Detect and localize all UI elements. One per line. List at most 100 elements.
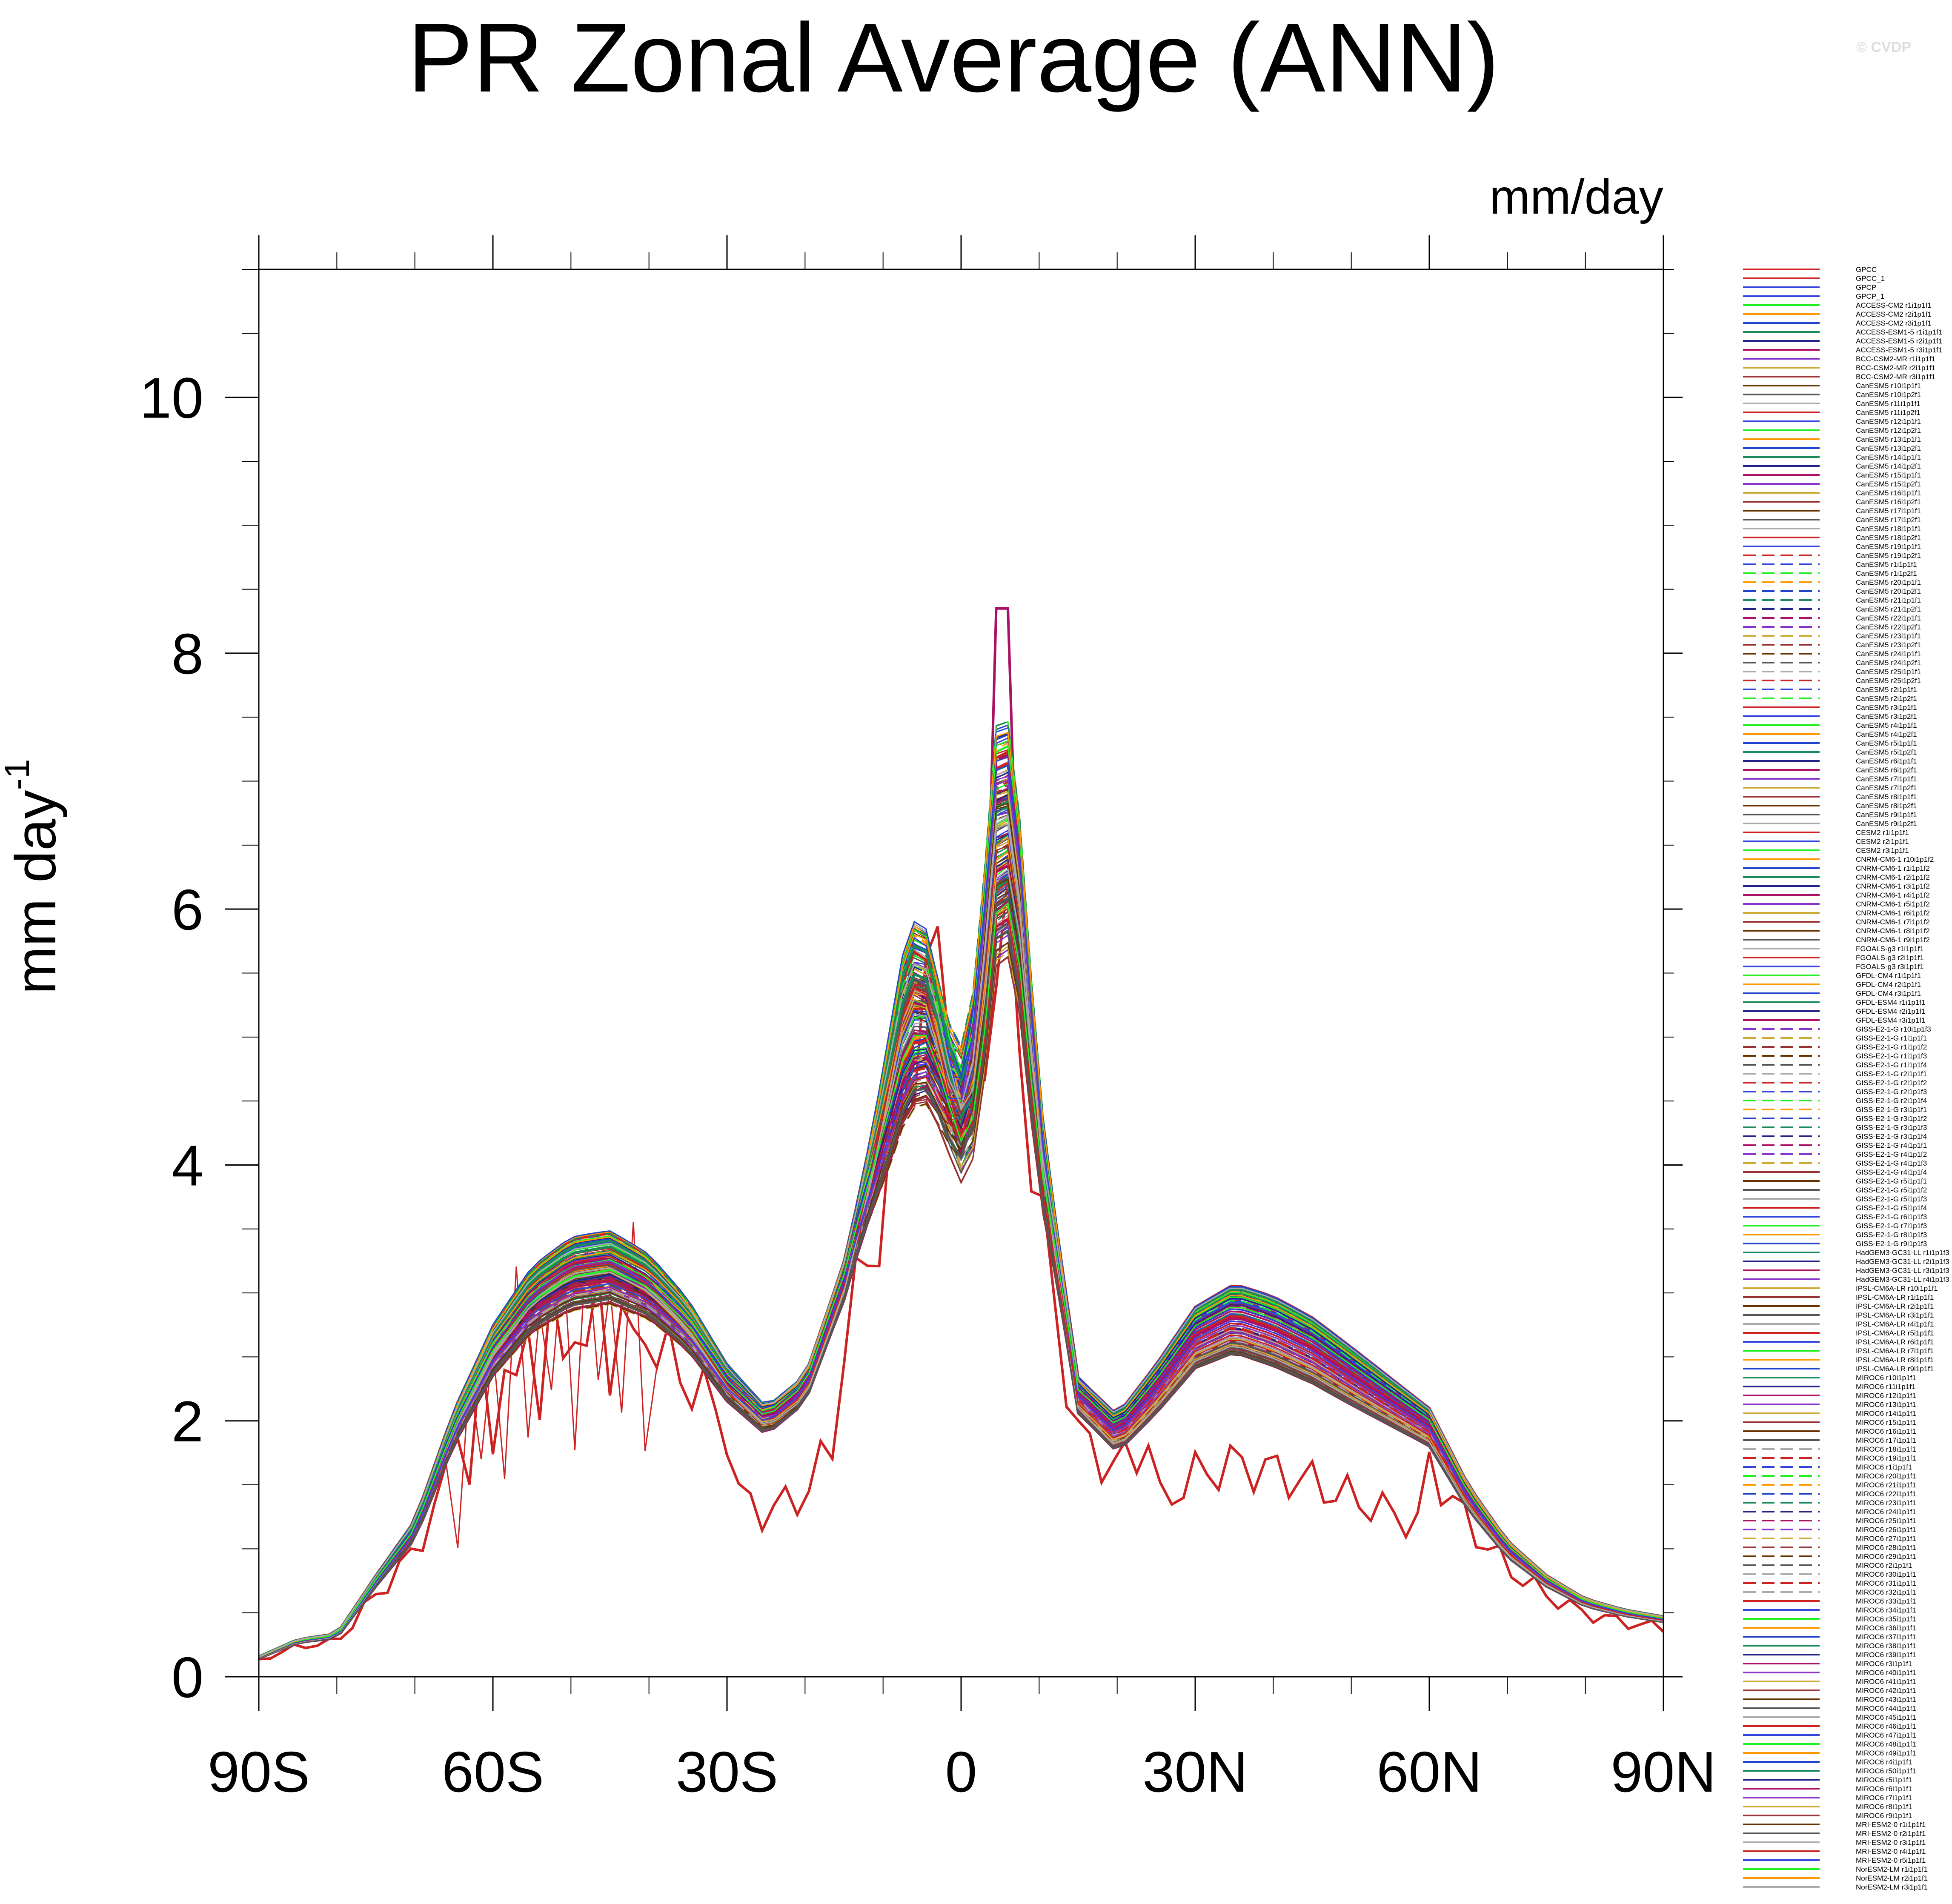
legend-label: MIROC6 r40i1p1f1 bbox=[1856, 1669, 1916, 1677]
legend-label: CanESM5 r24i1p1f1 bbox=[1856, 650, 1921, 658]
legend-label: MIROC6 r44i1p1f1 bbox=[1856, 1704, 1916, 1712]
legend-label: GISS-E2-1-G r7i1p1f3 bbox=[1856, 1222, 1927, 1230]
legend-label: GISS-E2-1-G r5i1p1f2 bbox=[1856, 1186, 1927, 1194]
legend-label: MIROC6 r27i1p1f1 bbox=[1856, 1535, 1916, 1543]
y-tick-label: 8 bbox=[172, 622, 203, 686]
series-line bbox=[258, 734, 1664, 1658]
series-line bbox=[258, 749, 1664, 1658]
legend-label: GISS-E2-1-G r4i1p1f4 bbox=[1856, 1168, 1927, 1176]
series-line bbox=[258, 769, 1664, 1658]
legend-label: GISS-E2-1-G r2i1p1f1 bbox=[1856, 1070, 1927, 1078]
legend-label: ACCESS-ESM1-5 r2i1p1f1 bbox=[1856, 337, 1942, 345]
units-label: mm/day bbox=[1489, 170, 1663, 224]
series-line bbox=[258, 799, 1664, 1658]
series-line bbox=[258, 914, 1664, 1658]
series-line bbox=[258, 898, 1664, 1658]
series-line bbox=[258, 795, 1664, 1658]
legend-label: CanESM5 r1i1p2f1 bbox=[1856, 569, 1917, 577]
series-line bbox=[258, 832, 1664, 1659]
legend-label: GFDL-CM4 r2i1p1f1 bbox=[1856, 981, 1921, 989]
series-line bbox=[258, 741, 1664, 1658]
legend-label: MIROC6 r16i1p1f1 bbox=[1856, 1427, 1916, 1435]
legend-label: CanESM5 r23i1p1f1 bbox=[1856, 632, 1921, 640]
series-line bbox=[258, 772, 1664, 1658]
legend-label: IPSL-CM6A-LR r6i1p1f1 bbox=[1856, 1338, 1934, 1346]
legend-label: CanESM5 r15i1p1f1 bbox=[1856, 471, 1921, 479]
series-line bbox=[258, 822, 1664, 1659]
series-line bbox=[258, 891, 1664, 1659]
series-line bbox=[258, 732, 1664, 1658]
series-line bbox=[258, 876, 1664, 1659]
series-line bbox=[258, 875, 1665, 1661]
legend-label: CanESM5 r19i1p1f1 bbox=[1856, 543, 1921, 551]
legend-label: GISS-E2-1-G r4i1p1f3 bbox=[1856, 1159, 1927, 1167]
y-tick-label: 6 bbox=[172, 878, 203, 942]
legend-label: CanESM5 r22i1p1f1 bbox=[1856, 614, 1921, 622]
series-line bbox=[258, 829, 1664, 1658]
legend-label: GISS-E2-1-G r3i1p1f1 bbox=[1856, 1106, 1927, 1114]
series-line bbox=[258, 721, 1664, 1658]
legend-label: CNRM-CM6-1 r10i1p1f2 bbox=[1856, 855, 1934, 863]
series-line bbox=[258, 863, 1664, 1659]
legend-label: NorESM2-LM r3i1p1f1 bbox=[1856, 1883, 1928, 1891]
series-line bbox=[258, 794, 1664, 1658]
legend-label: CNRM-CM6-1 r9i1p1f2 bbox=[1856, 936, 1930, 944]
legend-label: IPSL-CM6A-LR r10i1p1f1 bbox=[1856, 1284, 1938, 1292]
legend-label: MIROC6 r18i1p1f1 bbox=[1856, 1445, 1916, 1453]
legend-label: ACCESS-CM2 r3i1p1f1 bbox=[1856, 319, 1932, 327]
legend-label: IPSL-CM6A-LR r2i1p1f1 bbox=[1856, 1302, 1934, 1310]
legend-label: MIROC6 r47i1p1f1 bbox=[1856, 1731, 1916, 1739]
legend-label: MIROC6 r28i1p1f1 bbox=[1856, 1544, 1916, 1552]
series-line bbox=[258, 878, 1664, 1658]
legend-label: GISS-E2-1-G r4i1p1f1 bbox=[1856, 1141, 1927, 1149]
series-line bbox=[258, 873, 1664, 1658]
series-line bbox=[258, 865, 1664, 1658]
series-line bbox=[258, 894, 1664, 1658]
series-line bbox=[258, 854, 1664, 1658]
legend-label: GISS-E2-1-G r4i1p1f2 bbox=[1856, 1150, 1927, 1158]
series-line bbox=[258, 787, 1664, 1658]
series-line bbox=[258, 838, 1664, 1659]
legend-label: MIROC6 r15i1p1f1 bbox=[1856, 1418, 1916, 1427]
series-line bbox=[258, 783, 1664, 1659]
legend-label: CanESM5 r8i1p2f1 bbox=[1856, 802, 1917, 810]
legend-label: MRI-ESM2-0 r2i1p1f1 bbox=[1856, 1830, 1926, 1838]
series-line bbox=[258, 910, 1664, 1658]
legend-label: MIROC6 r6i1p1f1 bbox=[1856, 1785, 1912, 1793]
series-line bbox=[258, 841, 1664, 1659]
legend-label: GISS-E2-1-G r1i1p1f3 bbox=[1856, 1052, 1927, 1060]
series-lines bbox=[258, 607, 1665, 1661]
series-line bbox=[258, 761, 1664, 1658]
series-line bbox=[258, 756, 1664, 1658]
series-line bbox=[258, 754, 1664, 1658]
series-line bbox=[258, 805, 1664, 1659]
legend-label: CanESM5 r18i1p2f1 bbox=[1856, 534, 1921, 542]
series-line bbox=[258, 809, 1664, 1658]
series-line bbox=[258, 732, 1664, 1658]
series-line bbox=[258, 888, 1664, 1659]
series-line bbox=[258, 720, 1664, 1658]
legend-label: CanESM5 r2i1p1f1 bbox=[1856, 686, 1917, 694]
legend-label: IPSL-CM6A-LR r3i1p1f1 bbox=[1856, 1311, 1934, 1319]
legend-label: CanESM5 r5i1p1f1 bbox=[1856, 739, 1917, 747]
legend-label: HadGEM3-GC31-LL r1i1p1f3 bbox=[1856, 1249, 1949, 1257]
series-line bbox=[258, 895, 1664, 1659]
series-line bbox=[258, 851, 1664, 1658]
legend-label: ACCESS-CM2 r1i1p1f1 bbox=[1856, 301, 1932, 309]
legend-label: MIROC6 r29i1p1f1 bbox=[1856, 1552, 1916, 1561]
series-line bbox=[258, 846, 1664, 1658]
legend-label: MIROC6 r4i1p1f1 bbox=[1856, 1758, 1912, 1766]
series-line bbox=[258, 892, 1664, 1658]
series-line bbox=[258, 850, 1664, 1658]
legend-label: CanESM5 r16i1p1f1 bbox=[1856, 489, 1921, 497]
series-line bbox=[258, 845, 1664, 1659]
series-line bbox=[258, 852, 1664, 1659]
series-line bbox=[258, 737, 1664, 1658]
series-line bbox=[258, 779, 1664, 1658]
series-line bbox=[258, 902, 1664, 1658]
series-line bbox=[258, 879, 1664, 1658]
legend-label: CanESM5 r25i1p1f1 bbox=[1856, 668, 1921, 676]
series-line bbox=[258, 834, 1664, 1658]
series-line bbox=[258, 843, 1664, 1659]
